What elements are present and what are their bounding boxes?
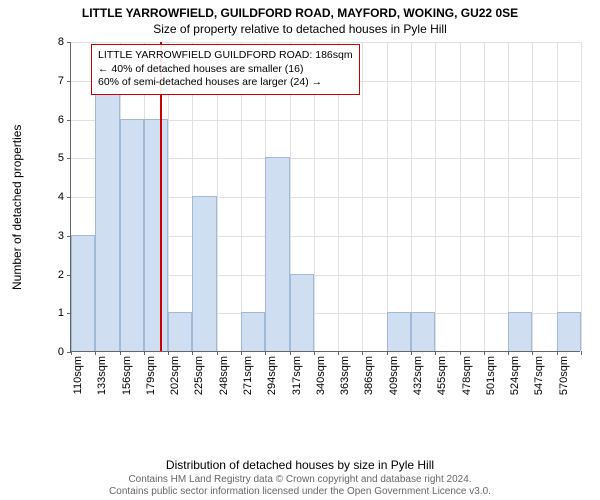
histogram-bar: [95, 80, 119, 351]
x-tick-label: 501sqm: [485, 356, 497, 395]
histogram-bar: [290, 274, 314, 352]
infobox-line-2: ← 40% of detached houses are smaller (16…: [98, 63, 353, 77]
x-tick-label: 547sqm: [533, 356, 545, 395]
x-tick-label: 455sqm: [436, 356, 448, 395]
x-tick: [484, 351, 485, 355]
x-tick: [168, 351, 169, 355]
footer-attribution: Contains HM Land Registry data © Crown c…: [0, 474, 600, 498]
chart-subtitle: Size of property relative to detached ho…: [0, 20, 600, 36]
infobox-line-1: LITTLE YARROWFIELD GUILDFORD ROAD: 186sq…: [98, 49, 353, 63]
x-tick-label: 133sqm: [96, 356, 108, 395]
x-tick-label: 340sqm: [315, 356, 327, 395]
x-tick-label: 478sqm: [461, 356, 473, 395]
plot-area: LITTLE YARROWFIELD GUILDFORD ROAD: 186sq…: [70, 42, 580, 352]
x-tick-label: 432sqm: [412, 356, 424, 395]
y-tick: [67, 42, 71, 43]
x-tick: [120, 351, 121, 355]
x-tick-label: 363sqm: [339, 356, 351, 395]
gridline-h: [71, 42, 580, 43]
y-tick-label: 5: [58, 152, 64, 164]
x-tick: [95, 351, 96, 355]
x-tick: [217, 351, 218, 355]
infobox-line-3: 60% of semi-detached houses are larger (…: [98, 76, 353, 90]
histogram-bar: [120, 119, 144, 352]
x-tick: [265, 351, 266, 355]
y-tick-label: 1: [58, 307, 64, 319]
x-tick-label: 409sqm: [388, 356, 400, 395]
marker-infobox: LITTLE YARROWFIELD GUILDFORD ROAD: 186sq…: [91, 44, 360, 95]
histogram-bar: [411, 312, 435, 351]
chart-area: 012345678 LITTLE YARROWFIELD GUILDFORD R…: [50, 42, 580, 412]
y-tick-label: 8: [58, 36, 64, 48]
y-tick-label: 3: [58, 230, 64, 242]
x-tick: [557, 351, 558, 355]
x-tick: [460, 351, 461, 355]
footer-line-2: Contains public sector information licen…: [0, 486, 600, 498]
histogram-bar: [192, 196, 216, 351]
x-tick-label: 248sqm: [218, 356, 230, 395]
histogram-bar: [168, 312, 192, 351]
x-tick-label: 570sqm: [558, 356, 570, 395]
y-tick-label: 2: [58, 269, 64, 281]
gridline-v: [484, 42, 485, 351]
gridline-v: [581, 42, 582, 351]
x-tick: [362, 351, 363, 355]
histogram-bar: [557, 312, 581, 351]
x-tick: [314, 351, 315, 355]
x-tick: [241, 351, 242, 355]
histogram-bar: [508, 312, 532, 351]
x-axis-title: Distribution of detached houses by size …: [0, 458, 600, 472]
gridline-v: [532, 42, 533, 351]
gridline-v: [362, 42, 363, 351]
x-tick-label: 225sqm: [193, 356, 205, 395]
gridline-v: [387, 42, 388, 351]
histogram-bar: [71, 235, 95, 351]
x-tick: [508, 351, 509, 355]
x-tick: [192, 351, 193, 355]
x-tick-label: 156sqm: [121, 356, 133, 395]
gridline-v: [460, 42, 461, 351]
x-tick-label: 294sqm: [266, 356, 278, 395]
y-tick: [67, 120, 71, 121]
x-tick: [71, 351, 72, 355]
x-tick-label: 110sqm: [72, 356, 84, 394]
x-tick: [144, 351, 145, 355]
x-tick: [435, 351, 436, 355]
x-tick: [290, 351, 291, 355]
x-tick: [411, 351, 412, 355]
y-tick-label: 7: [58, 75, 64, 87]
y-axis-labels: 012345678: [50, 42, 68, 352]
x-tick-label: 271sqm: [242, 356, 254, 395]
x-tick-label: 179sqm: [145, 356, 157, 395]
gridline-v: [435, 42, 436, 351]
x-tick: [387, 351, 388, 355]
chart-title: LITTLE YARROWFIELD, GUILDFORD ROAD, MAYF…: [0, 0, 600, 20]
x-tick: [338, 351, 339, 355]
gridline-v: [508, 42, 509, 351]
x-tick: [532, 351, 533, 355]
footer-line-1: Contains HM Land Registry data © Crown c…: [0, 474, 600, 486]
y-tick-label: 0: [58, 346, 64, 358]
histogram-bar: [387, 312, 411, 351]
y-tick: [67, 81, 71, 82]
y-tick: [67, 158, 71, 159]
x-tick: [581, 351, 582, 355]
y-tick-label: 6: [58, 114, 64, 126]
histogram-bar: [144, 119, 168, 352]
x-axis-labels: 110sqm 133sqm 156sqm 179sqm 202sqm 225sqm 248s…: [70, 356, 580, 412]
y-tick-label: 4: [58, 191, 64, 203]
x-tick-label: 317sqm: [291, 356, 303, 395]
x-tick-label: 386sqm: [363, 356, 375, 395]
y-axis-title: Number of detached properties: [10, 125, 24, 290]
x-tick-label: 202sqm: [169, 356, 181, 395]
y-tick: [67, 197, 71, 198]
histogram-bar: [241, 312, 265, 351]
x-tick-label: 524sqm: [509, 356, 521, 395]
chart-container: LITTLE YARROWFIELD, GUILDFORD ROAD, MAYF…: [0, 0, 600, 500]
gridline-v: [557, 42, 558, 351]
histogram-bar: [265, 157, 289, 351]
gridline-v: [411, 42, 412, 351]
